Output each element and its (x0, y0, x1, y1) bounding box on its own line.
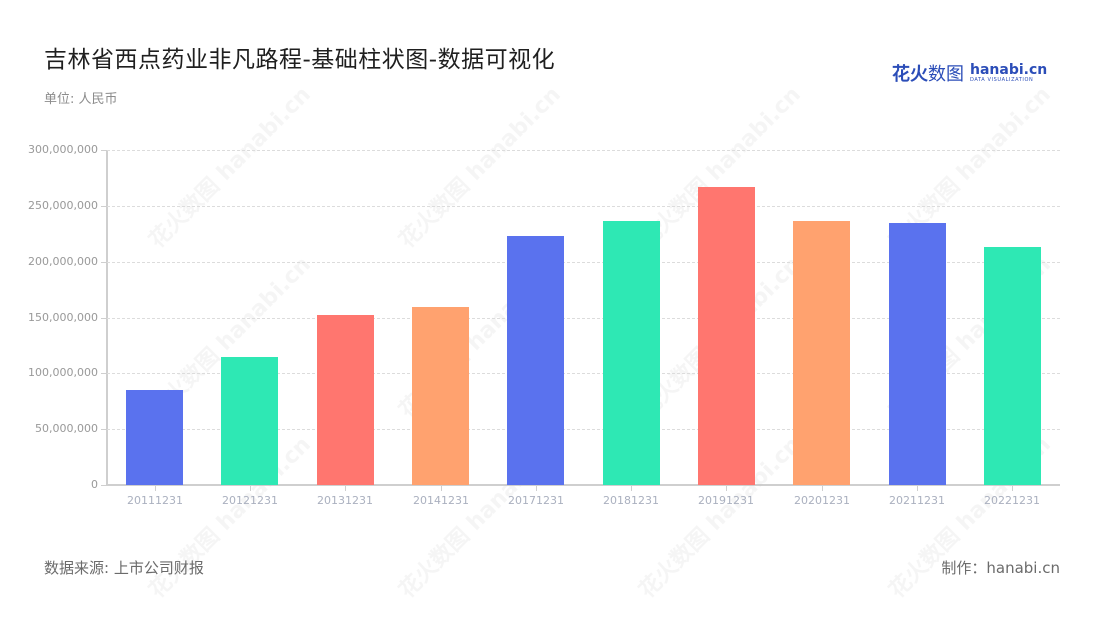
x-tick-mark (822, 486, 823, 491)
x-tick-mark (536, 486, 537, 491)
x-axis-line (106, 484, 1060, 486)
gridline (107, 150, 1060, 151)
gridline (107, 318, 1060, 319)
logo-en-sub: DATA VISUALIZATION (970, 77, 1034, 83)
bar-20141231[interactable] (412, 307, 469, 485)
y-tick-label: 100,000,000 (28, 366, 98, 379)
data-source: 数据来源: 上市公司财报 (44, 559, 204, 577)
gridline (107, 206, 1060, 207)
bar-20111231[interactable] (126, 390, 183, 485)
credit: 制作：hanabi.cn (941, 559, 1060, 577)
x-tick-mark (250, 486, 251, 491)
gridline (107, 429, 1060, 430)
bar-20201231[interactable] (793, 221, 850, 485)
x-tick-label: 20121231 (222, 494, 278, 507)
x-tick-mark (345, 486, 346, 491)
bar-20181231[interactable] (603, 221, 660, 485)
bar-20211231[interactable] (889, 223, 946, 485)
y-tick-label: 50,000,000 (35, 422, 98, 435)
x-tick-label: 20221231 (984, 494, 1040, 507)
y-tick-mark (101, 262, 107, 263)
y-tick-mark (101, 429, 107, 430)
bar-20171231[interactable] (507, 236, 564, 485)
x-tick-mark (155, 486, 156, 491)
y-tick-mark (101, 373, 107, 374)
y-tick-mark (101, 150, 107, 151)
logo-cn-thin: 数图 (928, 64, 964, 85)
x-tick-mark (631, 486, 632, 491)
gridline (107, 373, 1060, 374)
logo-en-main: hanabi.cn (970, 62, 1048, 78)
watermark: 花火数图 hanabi.cn (394, 82, 566, 254)
y-tick-mark (101, 485, 107, 486)
chart-title: 吉林省西点药业非凡路程-基础柱状图-数据可视化 (44, 47, 556, 73)
logo-cn-text: 花火数图 (892, 60, 964, 86)
logo-cn-bold: 花火 (892, 64, 928, 85)
x-tick-label: 20171231 (508, 494, 564, 507)
watermark: 花火数图 hanabi.cn (144, 82, 316, 254)
bar-20121231[interactable] (221, 357, 278, 485)
x-tick-label: 20141231 (413, 494, 469, 507)
hanabi-logo: 花火数图 hanabi.cn DATA VISUALIZATION (892, 60, 1047, 86)
x-tick-label: 20181231 (603, 494, 659, 507)
y-tick-mark (101, 318, 107, 319)
x-tick-mark (441, 486, 442, 491)
bar-20221231[interactable] (984, 247, 1041, 485)
unit-label: 单位: 人民币 (44, 92, 118, 107)
y-tick-label: 150,000,000 (28, 311, 98, 324)
y-tick-label: 300,000,000 (28, 143, 98, 156)
x-tick-label: 20191231 (698, 494, 754, 507)
x-tick-label: 20111231 (127, 494, 183, 507)
y-tick-mark (101, 206, 107, 207)
bar-20191231[interactable] (698, 187, 755, 485)
x-tick-label: 20211231 (889, 494, 945, 507)
x-tick-label: 20201231 (794, 494, 850, 507)
y-tick-label: 250,000,000 (28, 199, 98, 212)
gridline (107, 262, 1060, 263)
x-tick-mark (726, 486, 727, 491)
y-tick-label: 200,000,000 (28, 255, 98, 268)
y-tick-label: 0 (91, 478, 98, 491)
logo-en-text: hanabi.cn DATA VISUALIZATION (970, 63, 1047, 83)
x-tick-mark (917, 486, 918, 491)
x-tick-mark (1012, 486, 1013, 491)
x-tick-label: 20131231 (317, 494, 373, 507)
bar-20131231[interactable] (317, 315, 374, 485)
